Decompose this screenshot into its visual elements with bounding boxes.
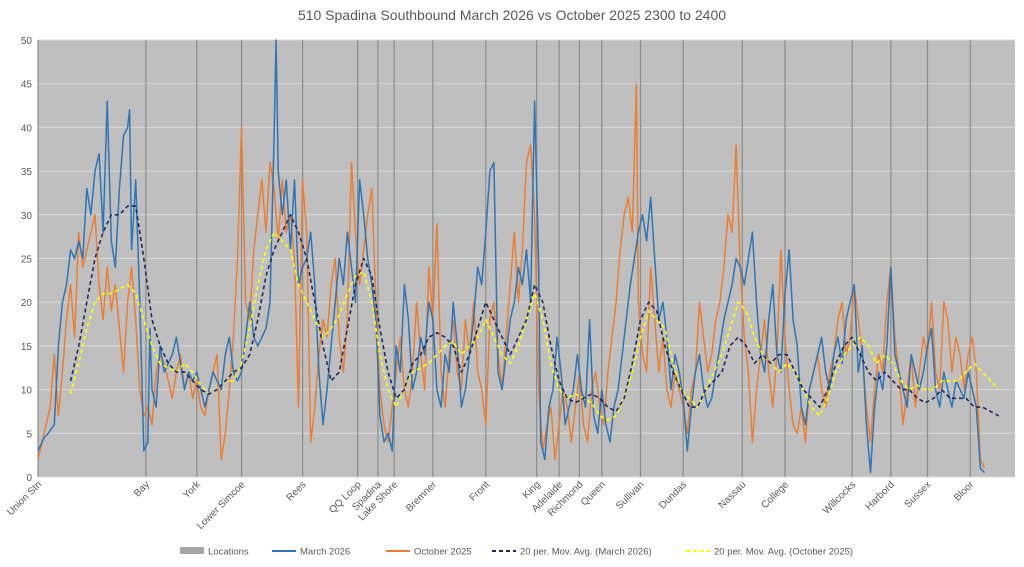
y-tick-label: 10 (21, 386, 33, 397)
y-axis-tick-labels: 0 5 10 15 20 25 30 35 40 45 50 (21, 36, 33, 484)
y-tick-label: 5 (26, 429, 32, 440)
y-tick-label: 25 (21, 255, 33, 266)
legend-label: 20 per. Mov. Avg. (October 2025) (714, 547, 853, 558)
location-label: Willcocks (821, 479, 858, 516)
location-label: Bay (132, 479, 152, 499)
legend-label: 20 per. Mov. Avg. (March 2026) (520, 547, 652, 558)
legend-item-march-avg: 20 per. Mov. Avg. (March 2026) (492, 547, 652, 558)
location-label: Dundas (657, 479, 689, 511)
location-label: Bloor (952, 479, 977, 504)
location-label: Union Stn (5, 479, 44, 518)
location-label: Front (468, 479, 492, 503)
legend-swatch (180, 547, 204, 554)
y-tick-label: 40 (21, 123, 33, 134)
y-tick-label: 30 (21, 211, 33, 222)
location-label: Harbord (864, 479, 897, 512)
location-label: Sullivan (614, 479, 647, 512)
location-label: Bremner (404, 479, 439, 514)
location-label: Sussex (903, 479, 934, 510)
y-tick-label: 20 (21, 298, 33, 309)
legend-item-march: March 2026 (272, 547, 350, 558)
chart-title: 510 Spadina Southbound March 2026 vs Oct… (298, 7, 726, 23)
location-label: College (759, 479, 791, 511)
legend: Locations March 2026 October 2025 20 per. M… (180, 547, 853, 558)
legend-item-locations: Locations (180, 547, 249, 558)
legend-item-october-avg: 20 per. Mov. Avg. (October 2025) (686, 547, 853, 558)
series-line-march-avg (69, 205, 1000, 417)
y-tick-label: 0 (26, 473, 32, 484)
location-label: York (181, 479, 203, 501)
y-tick-label: 15 (21, 342, 33, 353)
legend-label: October 2025 (414, 547, 472, 558)
location-label: Rees (284, 479, 308, 503)
series-line-march (37, 39, 986, 474)
y-tick-label: 35 (21, 167, 33, 178)
location-label: Lower Simcoe (195, 479, 248, 532)
location-label: Queen (579, 479, 608, 508)
series (37, 39, 1000, 474)
location-label: Nassau (717, 479, 749, 511)
series-line-october (37, 82, 986, 469)
legend-label: March 2026 (300, 547, 350, 558)
y-tick-label: 45 (21, 80, 33, 91)
legend-item-october: October 2025 (386, 547, 472, 558)
legend-label: Locations (208, 547, 249, 558)
y-tick-label: 50 (21, 36, 33, 47)
